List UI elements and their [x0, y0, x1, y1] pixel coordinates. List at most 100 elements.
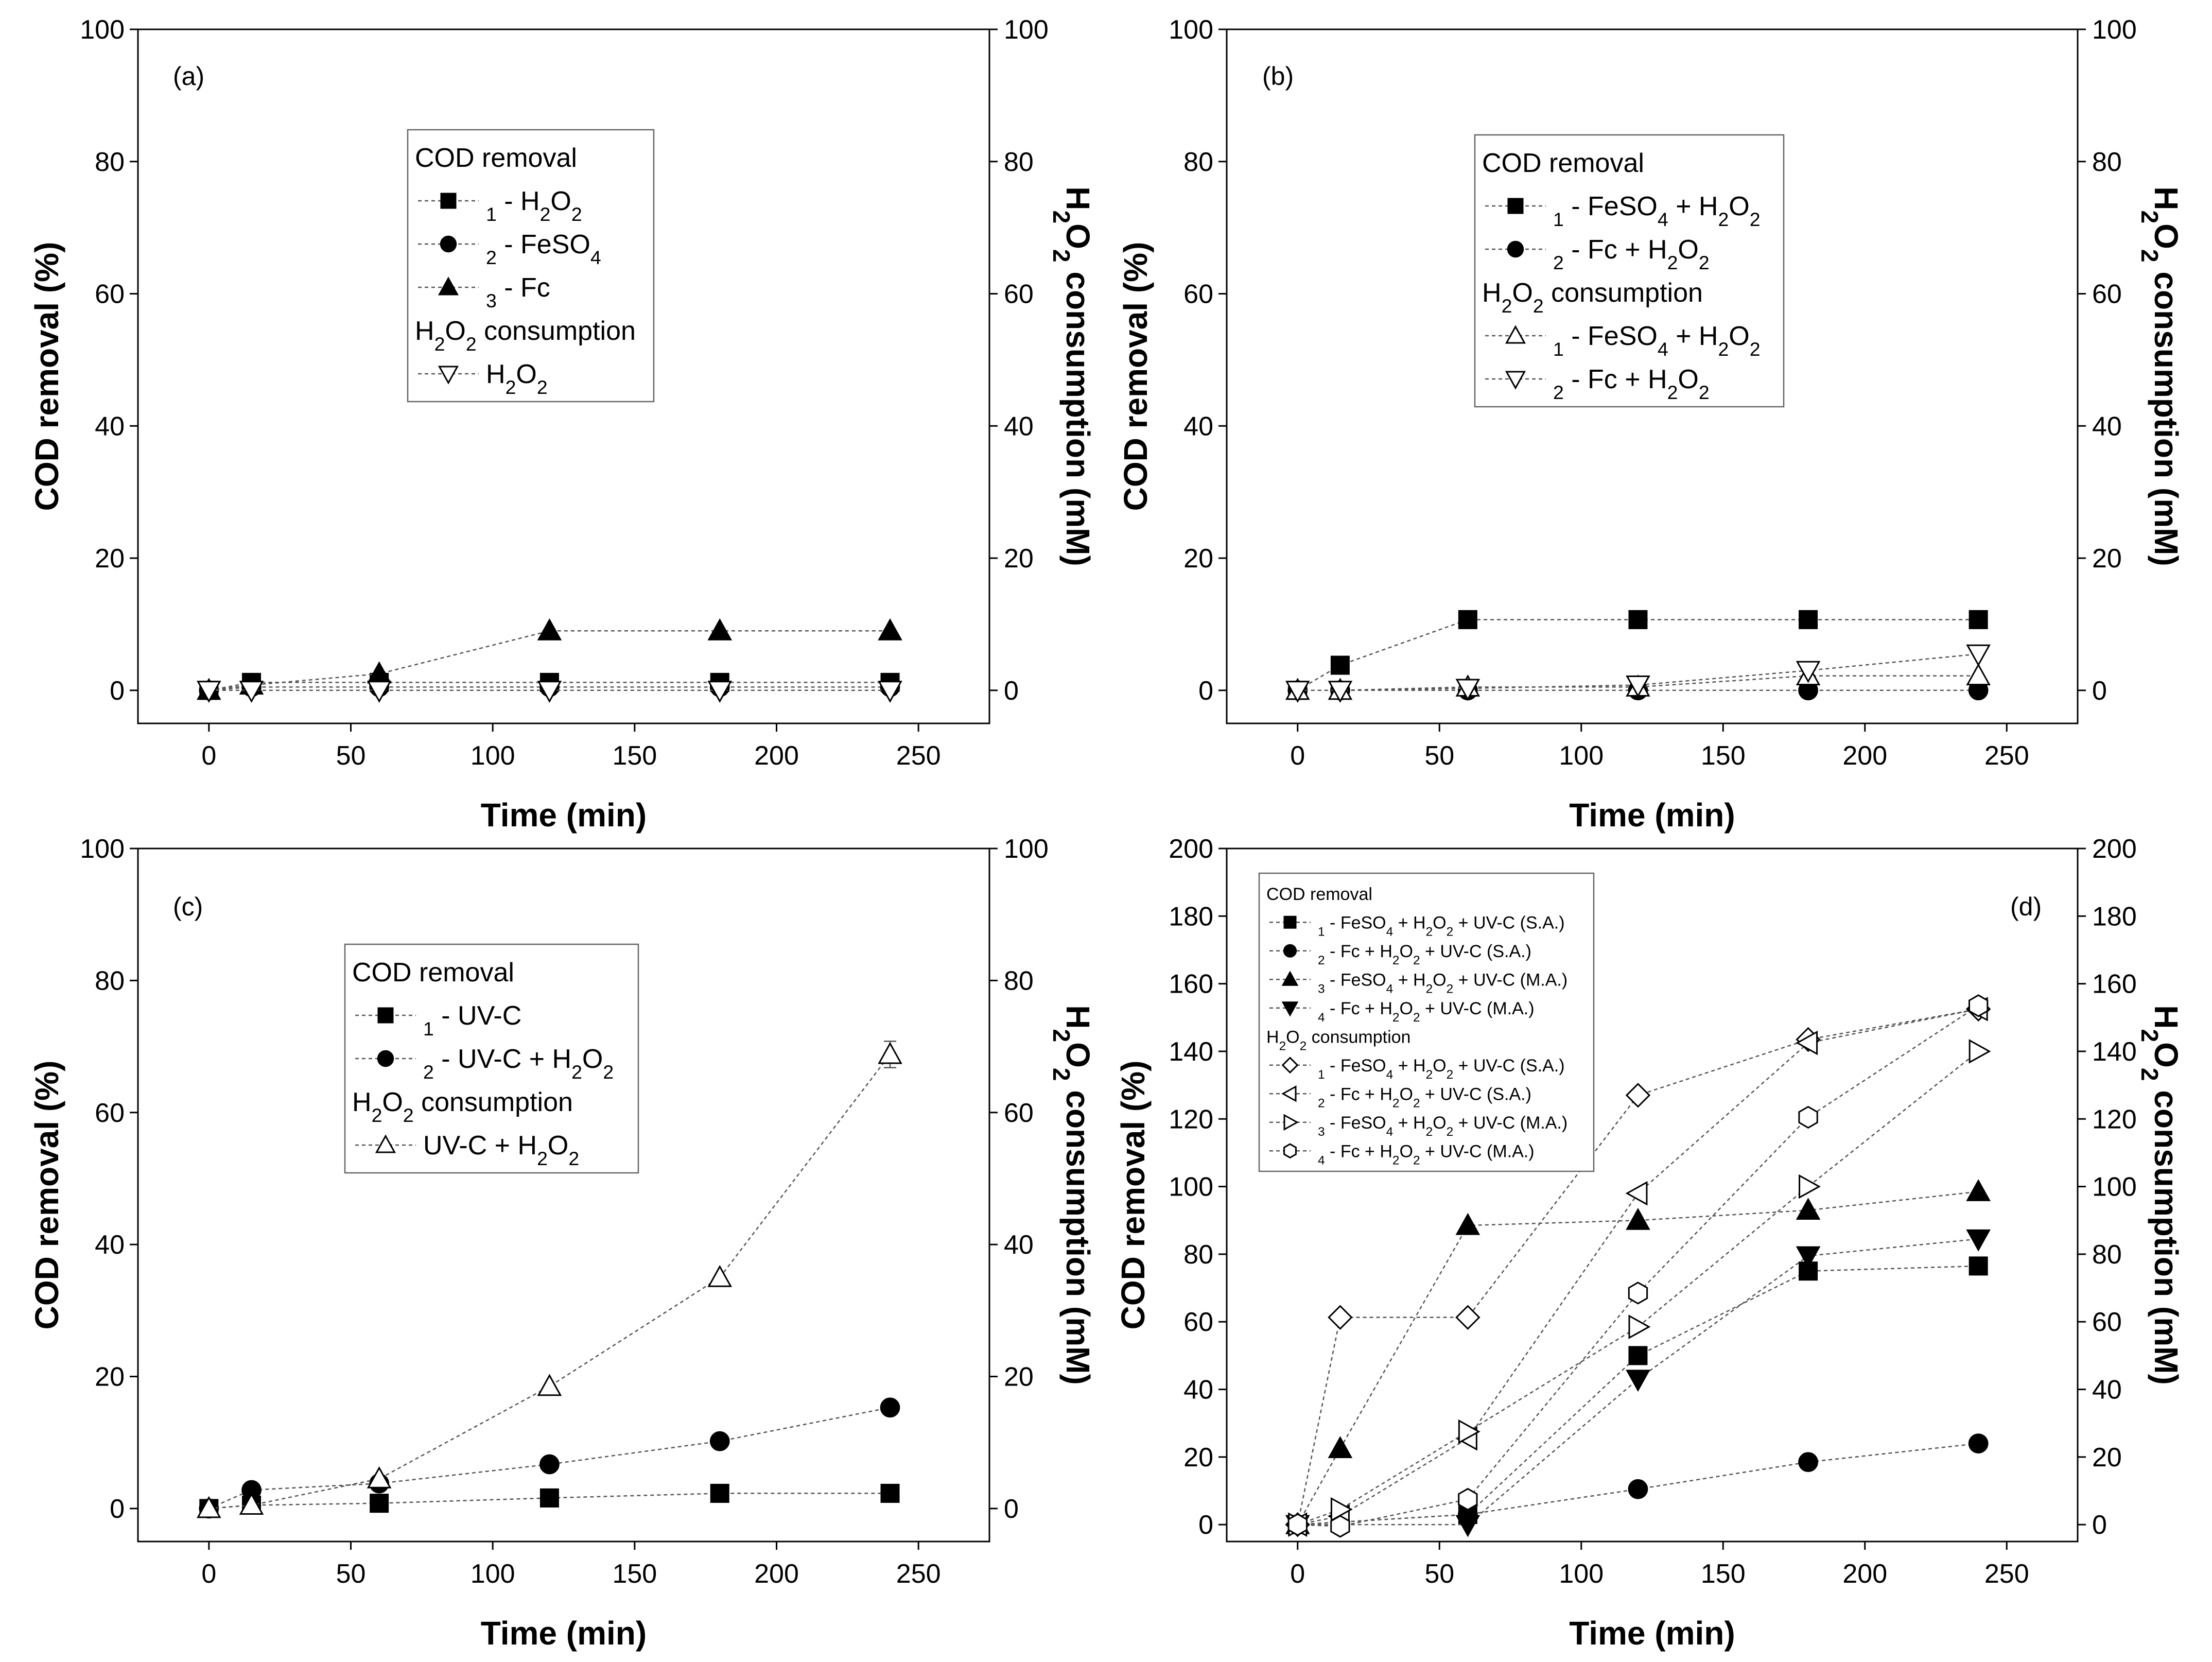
- y2-tick-label: 0: [2092, 676, 2107, 706]
- legend-marker: [1281, 971, 1299, 986]
- data-point: [1625, 1181, 1648, 1206]
- y2-tick-label: 160: [2092, 970, 2137, 999]
- y2-tick-label: 20: [2092, 544, 2122, 574]
- legend-label: 1 - FeSO4 + H2O2: [1553, 321, 1761, 360]
- data-point: [1328, 681, 1353, 703]
- data-point: [1966, 663, 1991, 686]
- data-point: [707, 1265, 733, 1287]
- data-point: [1328, 1305, 1353, 1330]
- x-axis-label: Time (min): [1569, 797, 1735, 834]
- y2-tick-label: 40: [1004, 1230, 1034, 1260]
- chart-panel-1: 0 50 100 150 200 250 0 20 40 60 80 100 0 20 40 60 80 100 T…: [1117, 15, 2185, 834]
- data-point: [1966, 1229, 1991, 1252]
- y2-tick-label: 80: [2092, 1240, 2122, 1270]
- x-tick-label: 50: [336, 1559, 366, 1589]
- x-tick-label: 0: [201, 1559, 216, 1589]
- legend-label: 4 - Fc + H2O2 + UV-C (M.A.): [1318, 999, 1535, 1025]
- legend-marker: [440, 193, 457, 209]
- x-axis-label: Time (min): [1569, 1615, 1735, 1652]
- legend-label: 3 - Fc: [486, 273, 550, 311]
- y2-tick-label: 100: [2092, 15, 2137, 45]
- x-tick-label: 200: [1842, 741, 1887, 771]
- legend-marker: [1281, 1085, 1297, 1102]
- data-point: [1330, 655, 1350, 675]
- data-point: [1799, 610, 1818, 629]
- y-tick-label: 20: [1183, 544, 1213, 574]
- series-7: [1287, 994, 1989, 1538]
- x-tick-label: 50: [1424, 741, 1454, 771]
- y-tick-label: 200: [1169, 834, 1213, 864]
- y2-tick-label: 40: [2092, 1375, 2122, 1405]
- legend-header: COD removal: [1266, 885, 1372, 904]
- x-tick-label: 150: [612, 741, 657, 771]
- data-point: [1455, 1305, 1481, 1330]
- panel-tag: (a): [173, 62, 204, 91]
- data-point: [367, 661, 392, 684]
- x-tick-label: 0: [1290, 1559, 1305, 1589]
- x-tick-label: 0: [201, 741, 216, 771]
- plot-frame: [137, 847, 990, 1543]
- legend-marker: [1283, 944, 1297, 958]
- y-tick-label: 100: [1169, 1172, 1213, 1202]
- data-point: [1628, 1282, 1648, 1305]
- y-axis-label: COD removal (%): [1117, 242, 1154, 511]
- y-tick-label: 60: [1183, 280, 1213, 309]
- legend-marker: [438, 366, 459, 385]
- legend-label: 1 - FeSO4 + H2O2 + UV-C (S.A.): [1318, 913, 1565, 939]
- y2-tick-label: 100: [1004, 15, 1049, 45]
- y-tick-label: 140: [1169, 1037, 1213, 1067]
- series-1: [1287, 1433, 1989, 1535]
- data-point: [878, 618, 902, 640]
- data-point: [1628, 1314, 1651, 1339]
- y-tick-label: 80: [1183, 147, 1213, 177]
- x-tick-label: 150: [1701, 741, 1746, 771]
- y2-tick-label: 80: [2092, 147, 2122, 177]
- x-tick-label: 200: [1842, 1559, 1887, 1589]
- data-point: [1796, 1030, 1818, 1055]
- data-point: [1458, 1487, 1478, 1511]
- series-3: [197, 681, 902, 703]
- legend: COD removal 1 - UV-C 2 - UV-C + H2O2 H2O2 c…: [344, 943, 639, 1174]
- legend: COD removal 1 - FeSO4 + H2O2 + UV-C (S.A.…: [1258, 872, 1595, 1172]
- x-tick-label: 100: [1559, 1559, 1604, 1589]
- data-point: [707, 618, 733, 640]
- legend-marker: [438, 276, 459, 296]
- y-tick-label: 60: [95, 1098, 125, 1128]
- legend: COD removal 1 - H2O2 2 - FeSO4 3 - Fc H2O2 c…: [407, 129, 655, 403]
- y2-axis-label: H2O2 consumption (mM): [2136, 1005, 2185, 1384]
- data-point: [710, 1483, 729, 1503]
- data-point: [367, 681, 392, 703]
- legend-label: 1 - H2O2: [486, 186, 582, 225]
- y-axis-label: COD removal (%): [28, 1061, 65, 1330]
- data-point: [1626, 1207, 1650, 1230]
- x-tick-label: 50: [336, 741, 366, 771]
- y-tick-label: 0: [110, 676, 125, 706]
- legend-marker: [1283, 915, 1297, 929]
- series-0: [1288, 610, 1988, 700]
- y2-tick-label: 80: [1004, 966, 1034, 996]
- data-point: [1799, 1174, 1821, 1199]
- legend-marker: [1281, 1001, 1299, 1017]
- y2-axis-label: H2O2 consumption (mM): [1048, 186, 1096, 566]
- chart-panel-2: 0 50 100 150 200 250 0 20 40 60 80 100 0 20 40 60 80 100 T…: [28, 834, 1096, 1652]
- legend-marker: [377, 1050, 394, 1067]
- data-point: [1330, 1497, 1353, 1522]
- legend-label: UV-C + H2O2: [423, 1131, 579, 1169]
- x-tick-label: 100: [471, 1559, 515, 1589]
- data-point: [1455, 679, 1481, 701]
- y-axis-label: COD removal (%): [1114, 1061, 1152, 1330]
- legend-header: COD removal: [1482, 148, 1644, 178]
- y2-tick-label: 80: [1004, 147, 1034, 177]
- series-6: [1288, 1039, 1991, 1537]
- legend-header: COD removal: [352, 958, 514, 988]
- legend-label: 1 - FeSO4 + H2O2: [1553, 192, 1761, 230]
- x-axis-label: Time (min): [481, 1615, 647, 1652]
- legend-label: 4 - Fc + H2O2 + UV-C (M.A.): [1318, 1141, 1535, 1167]
- data-point: [1796, 1246, 1821, 1269]
- data-point: [539, 1488, 559, 1508]
- legend-marker: [1507, 198, 1524, 214]
- legend-marker: [377, 1007, 394, 1024]
- y-tick-label: 120: [1169, 1104, 1213, 1134]
- y2-tick-label: 60: [2092, 1307, 2122, 1337]
